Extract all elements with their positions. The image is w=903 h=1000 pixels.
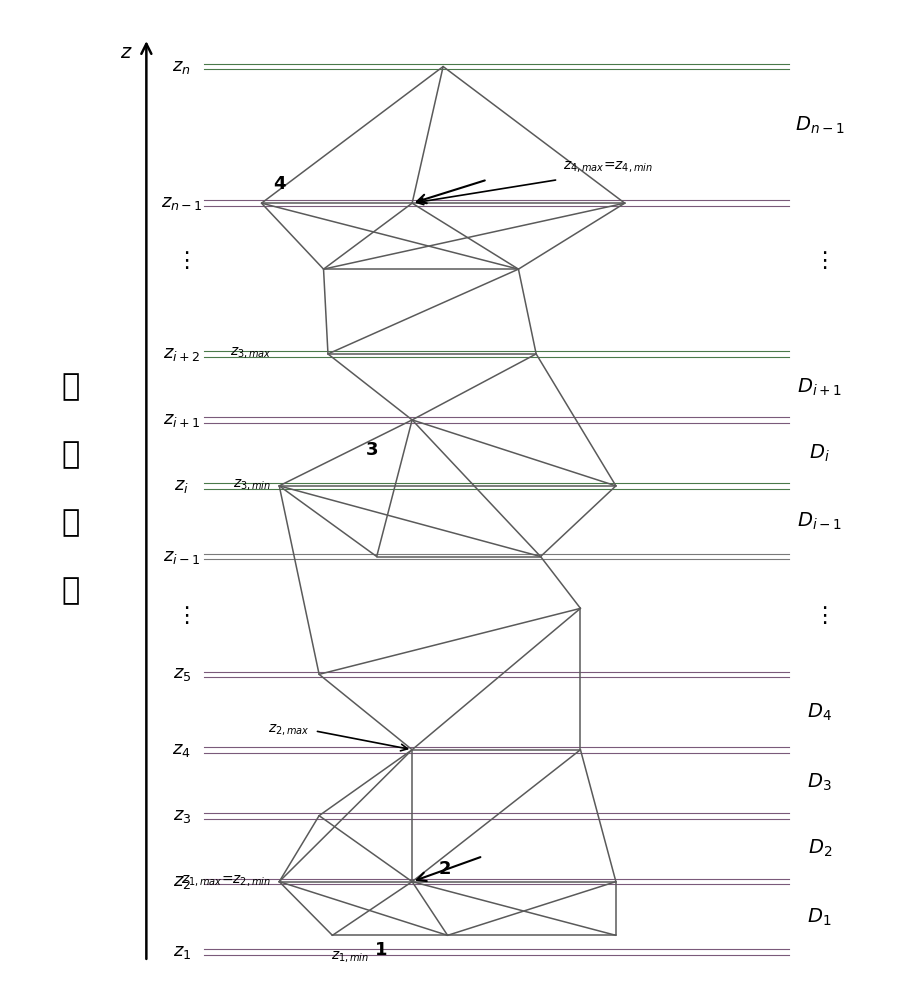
Text: $z_{2,max}$: $z_{2,max}$	[268, 723, 310, 738]
Text: $\vdots$: $\vdots$	[812, 604, 826, 626]
Text: 4: 4	[273, 175, 285, 193]
Text: $z_n$: $z_n$	[172, 58, 191, 76]
Text: 方: 方	[62, 508, 80, 537]
Text: $z_i$: $z_i$	[174, 477, 189, 495]
Text: $\vdots$: $\vdots$	[812, 249, 826, 271]
Text: $z_2$: $z_2$	[172, 873, 191, 891]
Text: $z_{1,min}$: $z_{1,min}$	[330, 950, 368, 965]
Text: $D_{i-1}$: $D_{i-1}$	[796, 511, 842, 532]
Text: $z_4$: $z_4$	[172, 741, 191, 759]
Text: 2: 2	[438, 860, 451, 878]
Text: $z_{3,max}$: $z_{3,max}$	[229, 346, 271, 361]
Text: $D_1$: $D_1$	[806, 906, 831, 928]
Text: $z_{i-1}$: $z_{i-1}$	[163, 548, 200, 566]
Text: $z_3$: $z_3$	[172, 807, 191, 825]
Text: $z_{3,min}$: $z_{3,min}$	[233, 478, 271, 493]
Text: $z_{1,max}$=$z_{2,min}$: $z_{1,max}$=$z_{2,min}$	[181, 874, 270, 889]
Text: $\vdots$: $\vdots$	[174, 249, 189, 271]
Text: 层: 层	[62, 440, 80, 469]
Text: $z_{n-1}$: $z_{n-1}$	[161, 194, 202, 212]
Text: $D_2$: $D_2$	[806, 838, 831, 859]
Text: $D_{n-1}$: $D_{n-1}$	[794, 115, 843, 136]
Text: $\vdots$: $\vdots$	[174, 604, 189, 626]
Text: $D_{i+1}$: $D_{i+1}$	[796, 376, 842, 398]
Text: $D_i$: $D_i$	[808, 442, 829, 464]
Text: $D_4$: $D_4$	[806, 701, 831, 723]
Text: 分: 分	[62, 372, 80, 401]
Text: $z_5$: $z_5$	[172, 665, 191, 683]
Text: $D_3$: $D_3$	[806, 772, 831, 793]
Text: $z_{4,max}$=$z_{4,min}$: $z_{4,max}$=$z_{4,min}$	[562, 160, 652, 175]
Text: $z_{i+1}$: $z_{i+1}$	[163, 411, 200, 429]
Text: $z_1$: $z_1$	[172, 943, 191, 961]
Text: 3: 3	[366, 441, 378, 459]
Text: 向: 向	[62, 576, 80, 605]
Text: 1: 1	[375, 941, 387, 959]
Text: $z$: $z$	[120, 43, 133, 62]
Text: $z_{i+2}$: $z_{i+2}$	[163, 345, 200, 363]
